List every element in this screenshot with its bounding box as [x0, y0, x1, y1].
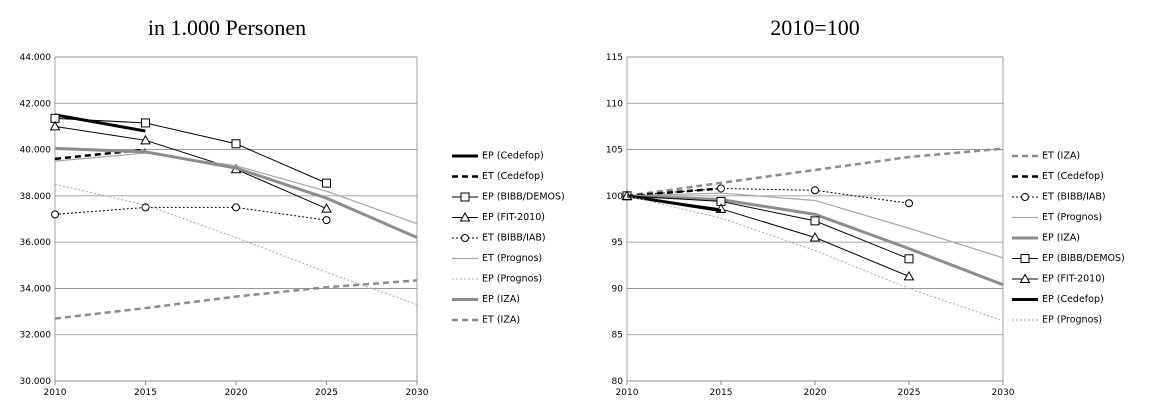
x-tick-label: 2025	[898, 388, 921, 398]
marker	[322, 178, 331, 188]
legend-label: EP (Prognos)	[482, 274, 542, 285]
marker	[1021, 193, 1029, 201]
marker	[1019, 273, 1031, 283]
marker	[903, 270, 915, 281]
marker	[905, 199, 913, 208]
series-line	[54, 125, 327, 210]
series-line	[626, 187, 722, 198]
legend-label: ET (Cedefop)	[1042, 171, 1104, 182]
marker	[49, 120, 61, 131]
legend-label: EP (FIT-2010)	[482, 212, 545, 223]
marker	[140, 134, 151, 145]
y-tick-label: 34.000	[20, 284, 52, 294]
marker	[809, 231, 821, 242]
x-tick-label: 2030	[992, 388, 1015, 398]
series-line	[626, 195, 1004, 322]
marker	[460, 192, 470, 202]
marker	[1020, 254, 1030, 263]
series-line	[54, 206, 327, 221]
marker	[321, 203, 332, 213]
marker	[232, 203, 240, 212]
marker	[811, 186, 819, 195]
marker	[141, 203, 150, 212]
marker	[231, 139, 241, 149]
series-line	[626, 147, 1004, 198]
y-tick-label: 38.000	[20, 192, 52, 202]
x-tick-label: 2010	[44, 388, 67, 398]
marker	[322, 216, 331, 225]
chart: 2010=100 80 85 90 95 100 105 110 115 2010 2015 2020…	[606, 15, 1125, 398]
series-line	[626, 195, 910, 260]
chart-title: in 1.000 Personen	[148, 15, 306, 40]
legend-label: EP (FIT-2010)	[1042, 274, 1105, 285]
chart: in 1.000 Personen 30.000 32.000 34.000 36.00…	[20, 15, 565, 398]
x-tick-label: 2025	[315, 388, 338, 398]
y-tick-label: 42.000	[20, 99, 52, 109]
y-tick-label: 105	[606, 146, 623, 156]
series-line	[626, 194, 1004, 287]
marker	[810, 216, 820, 226]
legend-label: EP (Prognos)	[1042, 315, 1102, 326]
marker	[51, 210, 59, 219]
marker	[141, 118, 150, 128]
series-line	[54, 183, 418, 306]
series-line	[54, 117, 327, 184]
legend-label: EP (BIBB/DEMOS)	[482, 192, 565, 203]
y-tick-label: 115	[606, 53, 623, 63]
series-line	[54, 152, 418, 225]
legend-label: ET (BIBB/IAB)	[482, 233, 546, 244]
series-line	[626, 187, 910, 204]
marker	[904, 254, 914, 264]
x-tick-label: 2015	[710, 388, 733, 398]
marker	[461, 234, 469, 242]
legend-label: EP (IZA)	[482, 294, 520, 305]
x-tick-label: 2015	[134, 388, 157, 398]
legend-label: ET (Cedefop)	[482, 171, 544, 182]
legend-label: EP (BIBB/DEMOS)	[1042, 253, 1125, 264]
y-tick-label: 90	[612, 284, 624, 294]
legend-label: ET (Prognos)	[482, 253, 542, 264]
x-tick-label: 2030	[406, 388, 429, 398]
y-tick-label: 100	[606, 192, 623, 202]
y-tick-label: 30.000	[20, 377, 52, 387]
series-line	[626, 192, 1004, 259]
x-tick-label: 2020	[804, 388, 827, 398]
legend-label: ET (IZA)	[482, 315, 520, 326]
legend-label: EP (IZA)	[1042, 233, 1080, 244]
x-tick-label: 2020	[225, 388, 248, 398]
y-tick-label: 32.000	[20, 331, 52, 341]
legend-label: EP (Cedefop)	[1042, 294, 1104, 305]
plot-frame	[54, 56, 418, 382]
marker	[459, 211, 471, 222]
y-tick-label: 40.000	[20, 146, 52, 156]
legend-label: ET (BIBB/IAB)	[1042, 192, 1106, 203]
legend-label: ET (IZA)	[1042, 151, 1080, 162]
marker	[717, 184, 725, 193]
series-line	[54, 279, 418, 320]
legend-label: ET (Prognos)	[1042, 212, 1102, 223]
x-tick-label: 2010	[616, 388, 639, 398]
series-line	[54, 113, 146, 133]
y-tick-label: 110	[606, 99, 623, 109]
series-line	[54, 146, 418, 239]
y-tick-label: 95	[612, 238, 623, 248]
y-tick-label: 85	[612, 331, 623, 341]
series-line	[626, 194, 722, 213]
legend-label: EP (Cedefop)	[482, 151, 544, 162]
chart-title: 2010=100	[770, 15, 859, 40]
plot-frame	[626, 56, 1004, 382]
y-tick-label: 80	[612, 377, 624, 387]
y-tick-label: 44.000	[20, 53, 52, 63]
y-tick-label: 36.000	[20, 238, 52, 248]
